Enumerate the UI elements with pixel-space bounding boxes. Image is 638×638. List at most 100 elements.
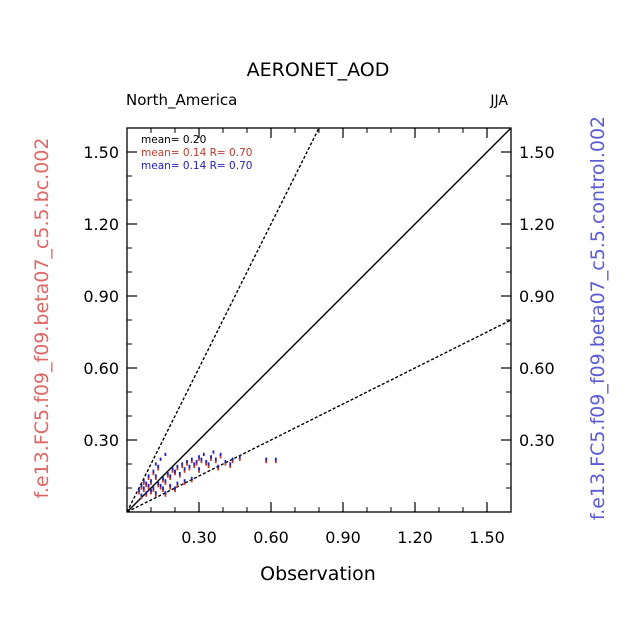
series-0-point-43	[190, 479, 193, 483]
series-0-point-8	[157, 484, 160, 488]
series-0-point-31	[224, 462, 227, 466]
series-1-point-18	[181, 462, 184, 466]
series-0-point-34	[265, 460, 268, 464]
series-0-point-28	[210, 457, 212, 461]
y-tick-label-right: 1.50	[519, 143, 555, 162]
series-1-point-32	[231, 457, 234, 461]
series-0-point-22	[190, 460, 193, 464]
series-0-point-45	[147, 476, 150, 480]
stats-line-2: mean= 0.14 R= 0.70	[141, 160, 252, 172]
series-0-point-49	[164, 493, 167, 497]
series-0-point-1	[140, 486, 143, 490]
series-0-point-41	[176, 484, 179, 488]
series-1-point-6	[152, 486, 155, 490]
series-0-point-9	[159, 486, 162, 490]
series-1-point-14	[171, 467, 174, 471]
series-1-point-9	[159, 484, 162, 488]
series-1-point-4	[147, 484, 150, 488]
series-0-point-10	[162, 479, 164, 483]
series-0-point-30	[219, 455, 222, 459]
series-0-point-18	[181, 464, 184, 468]
y-tick-label-left: 1.20	[83, 215, 119, 234]
series-0-point-53	[217, 467, 220, 471]
y-tick-label-left: 0.90	[83, 287, 119, 306]
series-1-point-42	[183, 479, 186, 483]
series-0-point-52	[207, 464, 210, 468]
series-0-point-17	[178, 474, 181, 478]
series-1-point-23	[193, 462, 196, 466]
series-0-point-15	[174, 472, 176, 476]
series-0-point-23	[193, 464, 196, 468]
series-0-point-26	[200, 460, 203, 464]
series-0-point-2	[142, 488, 145, 492]
reference-line-1	[127, 128, 320, 512]
y-axis-label-left: f.e13.FC5.f09_f09.beta07_c5.5.bc.002	[31, 138, 53, 499]
series-1-point-56	[217, 464, 220, 468]
series-0-point-5	[150, 481, 152, 485]
series-1-point-27	[205, 460, 208, 464]
series-0-point-24	[195, 462, 198, 466]
series-0-point-51	[198, 469, 200, 473]
series-1-point-51	[140, 493, 143, 497]
series-1-point-43	[190, 476, 193, 480]
y-tick-label-right: 1.20	[519, 215, 555, 234]
series-0-point-54	[229, 464, 232, 468]
series-1-point-40	[169, 484, 172, 488]
series-0-point-6	[152, 488, 155, 492]
series-0-point-33	[238, 457, 241, 461]
series-1-point-2	[142, 486, 145, 490]
series-1-point-48	[159, 457, 162, 461]
y-axis-label-right: f.e13.FC5.f09_f09.beta07_c5.5.control.00…	[587, 116, 609, 520]
series-0-point-11	[164, 481, 167, 485]
series-1-point-45	[147, 474, 150, 478]
series-0-point-14	[171, 469, 174, 473]
series-1-point-50	[164, 452, 167, 456]
series-1-point-30	[219, 452, 222, 456]
x-axis-label: Observation	[260, 563, 376, 585]
series-1-point-5	[150, 479, 152, 483]
x-tick-label: 0.90	[325, 528, 361, 547]
series-1-point-47	[157, 464, 160, 468]
series-0-point-50	[174, 488, 176, 492]
series-0-point-39	[162, 488, 164, 492]
series-0-point-3	[145, 484, 148, 488]
x-tick-label: 0.30	[181, 528, 217, 547]
series-1-point-24	[195, 460, 198, 464]
series-1-point-55	[207, 462, 210, 466]
series-1-point-21	[188, 464, 191, 468]
series-0-point-25	[198, 457, 200, 461]
series-1-point-34	[265, 457, 268, 461]
series-1-point-35	[274, 457, 277, 461]
y-tick-label-left: 0.60	[83, 359, 119, 378]
series-1-point-8	[157, 481, 160, 485]
series-0-point-27	[205, 462, 208, 466]
series-1-point-0	[138, 488, 140, 492]
y-tick-label-right: 0.90	[519, 287, 555, 306]
y-tick-label-left: 1.50	[83, 143, 119, 162]
series-1-point-7	[154, 474, 157, 478]
plot-area: 0.30 0.60 0.90 1.20 1.50 0.30 0.30 0.60 0.60 0.90…	[83, 127, 555, 547]
series-1-point-57	[229, 462, 232, 466]
series-0-point-47	[157, 467, 160, 471]
x-tick-label: 1.50	[469, 528, 505, 547]
stats-line-0: mean= 0.20	[141, 134, 206, 146]
series-0-point-37	[150, 491, 152, 495]
series-1-point-20	[186, 460, 188, 464]
series-1-point-10	[162, 476, 164, 480]
series-0-point-38	[154, 493, 157, 497]
series-1-point-58	[202, 452, 205, 456]
series-0-point-7	[154, 476, 157, 480]
series-1-point-13	[169, 474, 172, 478]
series-0-point-19	[183, 469, 186, 473]
series-0-point-20	[186, 462, 188, 466]
y-tick-label-right: 0.60	[519, 359, 555, 378]
series-1-point-15	[174, 469, 176, 473]
stats-line-1: mean= 0.14 R= 0.70	[141, 147, 252, 159]
series-0-point-13	[169, 476, 172, 480]
series-1-point-52	[164, 491, 167, 495]
series-1-point-46	[152, 469, 155, 473]
series-1-point-16	[176, 464, 179, 468]
series-1-point-12	[166, 472, 169, 476]
series-0-point-29	[214, 460, 217, 464]
